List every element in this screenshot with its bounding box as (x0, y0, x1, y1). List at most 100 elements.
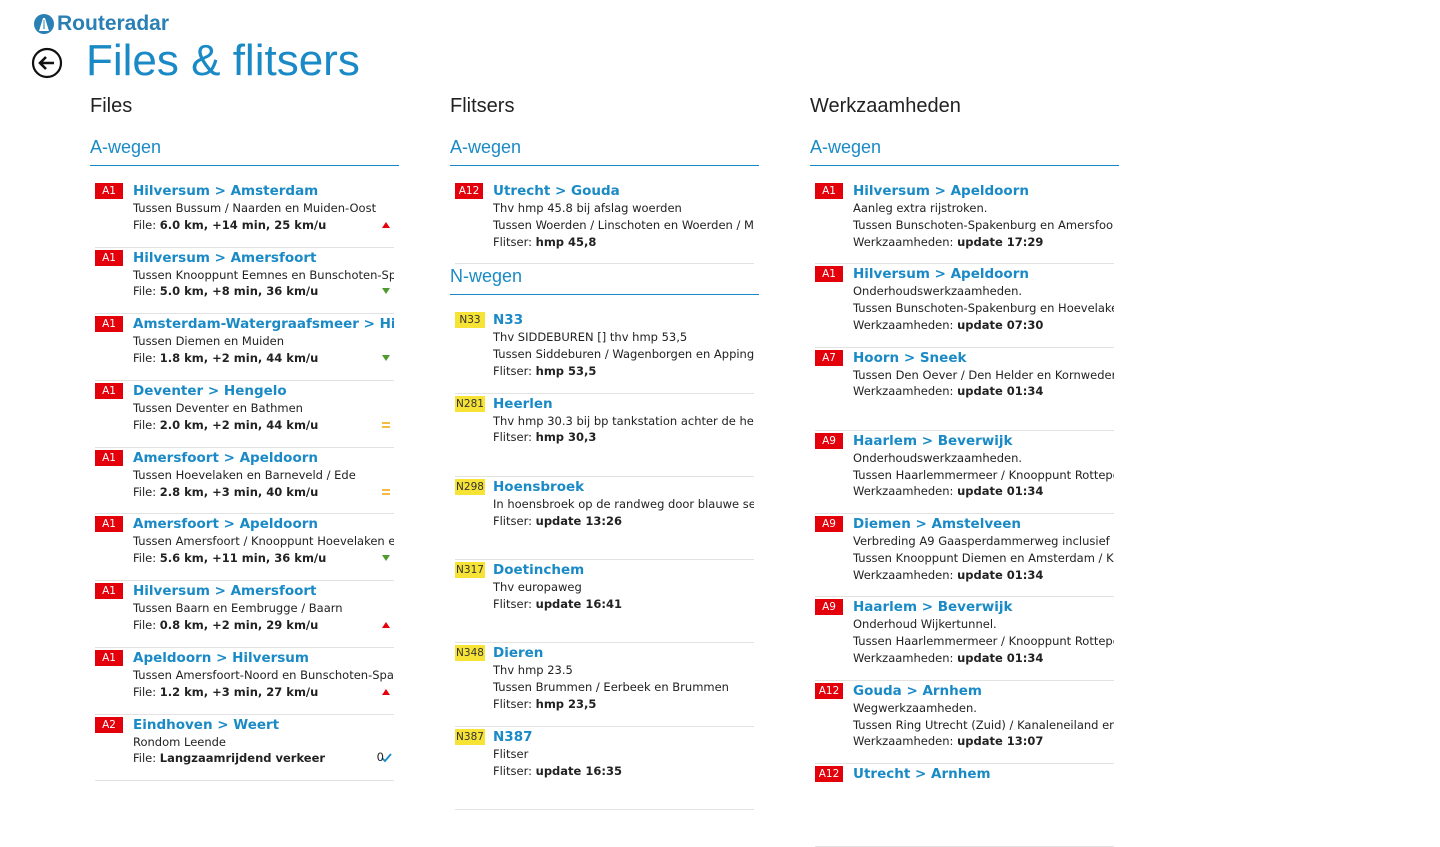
status-line: Werkzaamheden: update 17:29 (853, 234, 1114, 251)
item-details: Tussen Baarn en Eembrugge / Baarn File: 0… (133, 600, 343, 634)
item-details: Wegwerkzaamheden. Tussen Ring Utrecht (Zu… (853, 700, 1114, 750)
column-heading: Files (90, 95, 133, 117)
road-badge: N281 (455, 395, 485, 412)
list-item[interactable]: A1 Hilversum > Apeldoorn Onderhoudswerkzaa… (815, 264, 1114, 348)
list-item[interactable]: A1 Apeldoorn > Hilversum Tussen Amersfoort… (95, 648, 394, 715)
road-badge: N317 (455, 562, 485, 579)
status-value: hmp 23,5 (535, 697, 597, 712)
list-item[interactable]: A9 Haarlem > Beverwijk Onderhoud Wijkertun… (815, 597, 1114, 681)
road-badge: A1 (95, 649, 123, 666)
page: Routeradar Files & flitsers Files A-wegen… (31, 12, 1119, 847)
status-line: Flitser: update 16:41 (493, 596, 622, 613)
list-item[interactable]: A12 Utrecht > Arnhem (815, 764, 1114, 847)
detail-line: Tussen Baarn en Eembrugge / Baarn (133, 601, 343, 616)
status-value: 5.6 km, +11 min, 36 km/u (159, 551, 327, 566)
status-label: File: (133, 284, 157, 299)
status-label: Werkzaamheden: (853, 317, 954, 332)
item-details: Thv SIDDEBUREN [] thv hmp 53,5 Tussen Sid… (493, 329, 754, 379)
detail-line: Onderhoudswerkzaamheden. (853, 450, 1023, 465)
detail-line: Aanleg extra rijstroken. (853, 201, 988, 215)
list-item[interactable]: A1 Deventer > Hengelo Tussen Deventer en B… (95, 381, 394, 448)
status-label: Werkzaamheden: (853, 234, 954, 249)
item-details: Thv hmp 45.8 bij afslag woerden Tussen Wo… (493, 200, 754, 250)
status-line: Flitser: hmp 53,5 (493, 363, 754, 380)
road-badge: A7 (815, 349, 843, 366)
item-details: Tussen Bussum / Naarden en Muiden-Oost Fi… (133, 200, 376, 234)
trend-icon (382, 488, 390, 495)
column: Flitsers A-wegen A12 Utrecht > Gouda Thv hmp… (450, 94, 759, 811)
road-badge: A1 (95, 516, 123, 533)
item-title: N33 (493, 312, 524, 329)
trend-icon (381, 753, 392, 763)
detail-line: Wegwerkzaamheden. (853, 700, 977, 715)
status-label: Flitser: (493, 697, 532, 712)
column: Werkzaamheden A-wegen A1 Hilversum > Apeldo… (810, 94, 1119, 847)
road-badge: N387 (455, 728, 485, 745)
road-badge: A2 (95, 716, 123, 733)
column-heading: Werkzaamheden (810, 95, 961, 117)
list-item[interactable]: N387 N387 Flitser Flitser: update 16:35 (455, 727, 754, 811)
list-item[interactable]: A9 Diemen > Amstelveen Verbreding A9 Gaasp… (815, 514, 1114, 598)
trend-icon (382, 621, 390, 628)
detail-line: Tussen Bunschoten-Spakenburg en Hoevelak… (853, 301, 1114, 316)
list-item[interactable]: N33 N33 Thv SIDDEBUREN [] thv hmp 53,5 Tuss… (455, 310, 754, 394)
status-line: Flitser: hmp 30,3 (493, 429, 754, 446)
status-value: 2.8 km, +3 min, 40 km/u (159, 484, 319, 499)
item-title: N387 (493, 728, 533, 745)
list-item[interactable]: A1 Hilversum > Amsterdam Tussen Bussum / N… (95, 181, 394, 248)
road-badge: A1 (95, 449, 123, 466)
list-item[interactable]: A12 Gouda > Arnhem Wegwerkzaamheden. Tussen… (815, 681, 1114, 765)
item-title: Hilversum > Apeldoorn (853, 183, 1029, 199)
status-line: Flitser: hmp 23,5 (493, 696, 729, 713)
item-details: Verbreding A9 Gaasperdammerweg inclusief… (853, 533, 1114, 583)
list-item[interactable]: A1 Amsterdam-Watergraafsmeer > Hilv… Tusse… (95, 314, 394, 382)
status-label: Werkzaamheden: (853, 651, 954, 666)
item-details: Tussen Knooppunt Eemnes en Bunschoten-Sp… (133, 267, 394, 301)
status-label: File: (133, 551, 157, 566)
detail-line: Thv hmp 23.5 (493, 663, 573, 678)
list-item[interactable]: A7 Hoorn > Sneek Tussen Den Oever / Den He… (815, 348, 1114, 431)
item-details: Flitser Flitser: update 16:35 (493, 746, 622, 780)
list-item[interactable]: N348 Dieren Thv hmp 23.5 Tussen Brummen / E… (455, 643, 754, 727)
status-label: File: (133, 417, 157, 432)
list-item[interactable]: A1 Hilversum > Apeldoorn Aanleg extra rijs… (815, 181, 1114, 265)
list-item[interactable]: N298 Hoensbroek In hoensbroek op de randwe… (455, 477, 754, 561)
item-details: In hoensbroek op de randweg door blauwe … (493, 496, 754, 530)
list-item[interactable]: A1 Amersfoort > Apeldoorn Tussen Hoevelake… (95, 448, 394, 515)
item-title: Utrecht > Gouda (493, 183, 620, 199)
status-value: update 16:41 (535, 596, 622, 611)
detail-line: Tussen Den Oever / Den Helder en Kornwed… (853, 367, 1114, 382)
detail-line: Tussen Diemen en Muiden (133, 334, 285, 349)
detail-line: Tussen Bunschoten-Spakenburg en Amersfoo… (853, 217, 1114, 232)
item-title: Eindhoven > Weert (133, 716, 280, 733)
column-heading: Flitsers (450, 95, 515, 117)
list-item[interactable]: A1 Hilversum > Amersfoort Tussen Baarn en … (95, 581, 394, 648)
list-item[interactable]: N281 Heerlen Thv hmp 30.3 bij bp tankstati… (455, 394, 754, 477)
item-title: Hilversum > Amersfoort (133, 583, 317, 600)
road-badge: N348 (455, 645, 485, 662)
trend-icon (382, 422, 390, 428)
list-item[interactable]: A1 Hilversum > Amersfoort Tussen Knooppunt… (95, 248, 394, 315)
back-button[interactable] (31, 47, 63, 79)
list-item[interactable]: N317 Doetinchem Thv europaweg Flitser: upda… (455, 560, 754, 644)
status-value: 2.0 km, +2 min, 44 km/u (159, 417, 319, 432)
list-item[interactable]: A2 Eindhoven > Weert Rondom Leende File: La… (95, 715, 394, 782)
detail-line: In hoensbroek op de randweg door blauwe … (493, 496, 754, 511)
status-line: Werkzaamheden: update 13:07 (853, 733, 1114, 750)
item-title: Haarlem > Beverwijk (853, 432, 1013, 449)
detail-line: Tussen Siddeburen / Wagenborgen en Appin… (493, 347, 754, 362)
item-title: Hoorn > Sneek (853, 349, 967, 366)
road-badge: N298 (455, 478, 485, 495)
status-value: Langzaamrijdend verkeer (159, 751, 326, 766)
list-item[interactable]: A9 Haarlem > Beverwijk Onderhoudswerkzaamh… (815, 431, 1114, 515)
status-label: File: (133, 617, 157, 632)
list-item[interactable]: A1 Amersfoort > Apeldoorn Tussen Amersfoor… (95, 514, 394, 582)
status-badge: 0 (376, 750, 384, 765)
status-value: update 01:34 (957, 567, 1044, 582)
list-item[interactable]: A12 Utrecht > Gouda Thv hmp 45.8 bij afsla… (455, 181, 754, 265)
status-value: 5.0 km, +8 min, 36 km/u (159, 284, 319, 299)
trend-icon (382, 221, 390, 228)
logo-icon (34, 14, 54, 34)
status-label: Flitser: (493, 234, 532, 249)
item-title: Diemen > Amstelveen (853, 516, 1022, 533)
